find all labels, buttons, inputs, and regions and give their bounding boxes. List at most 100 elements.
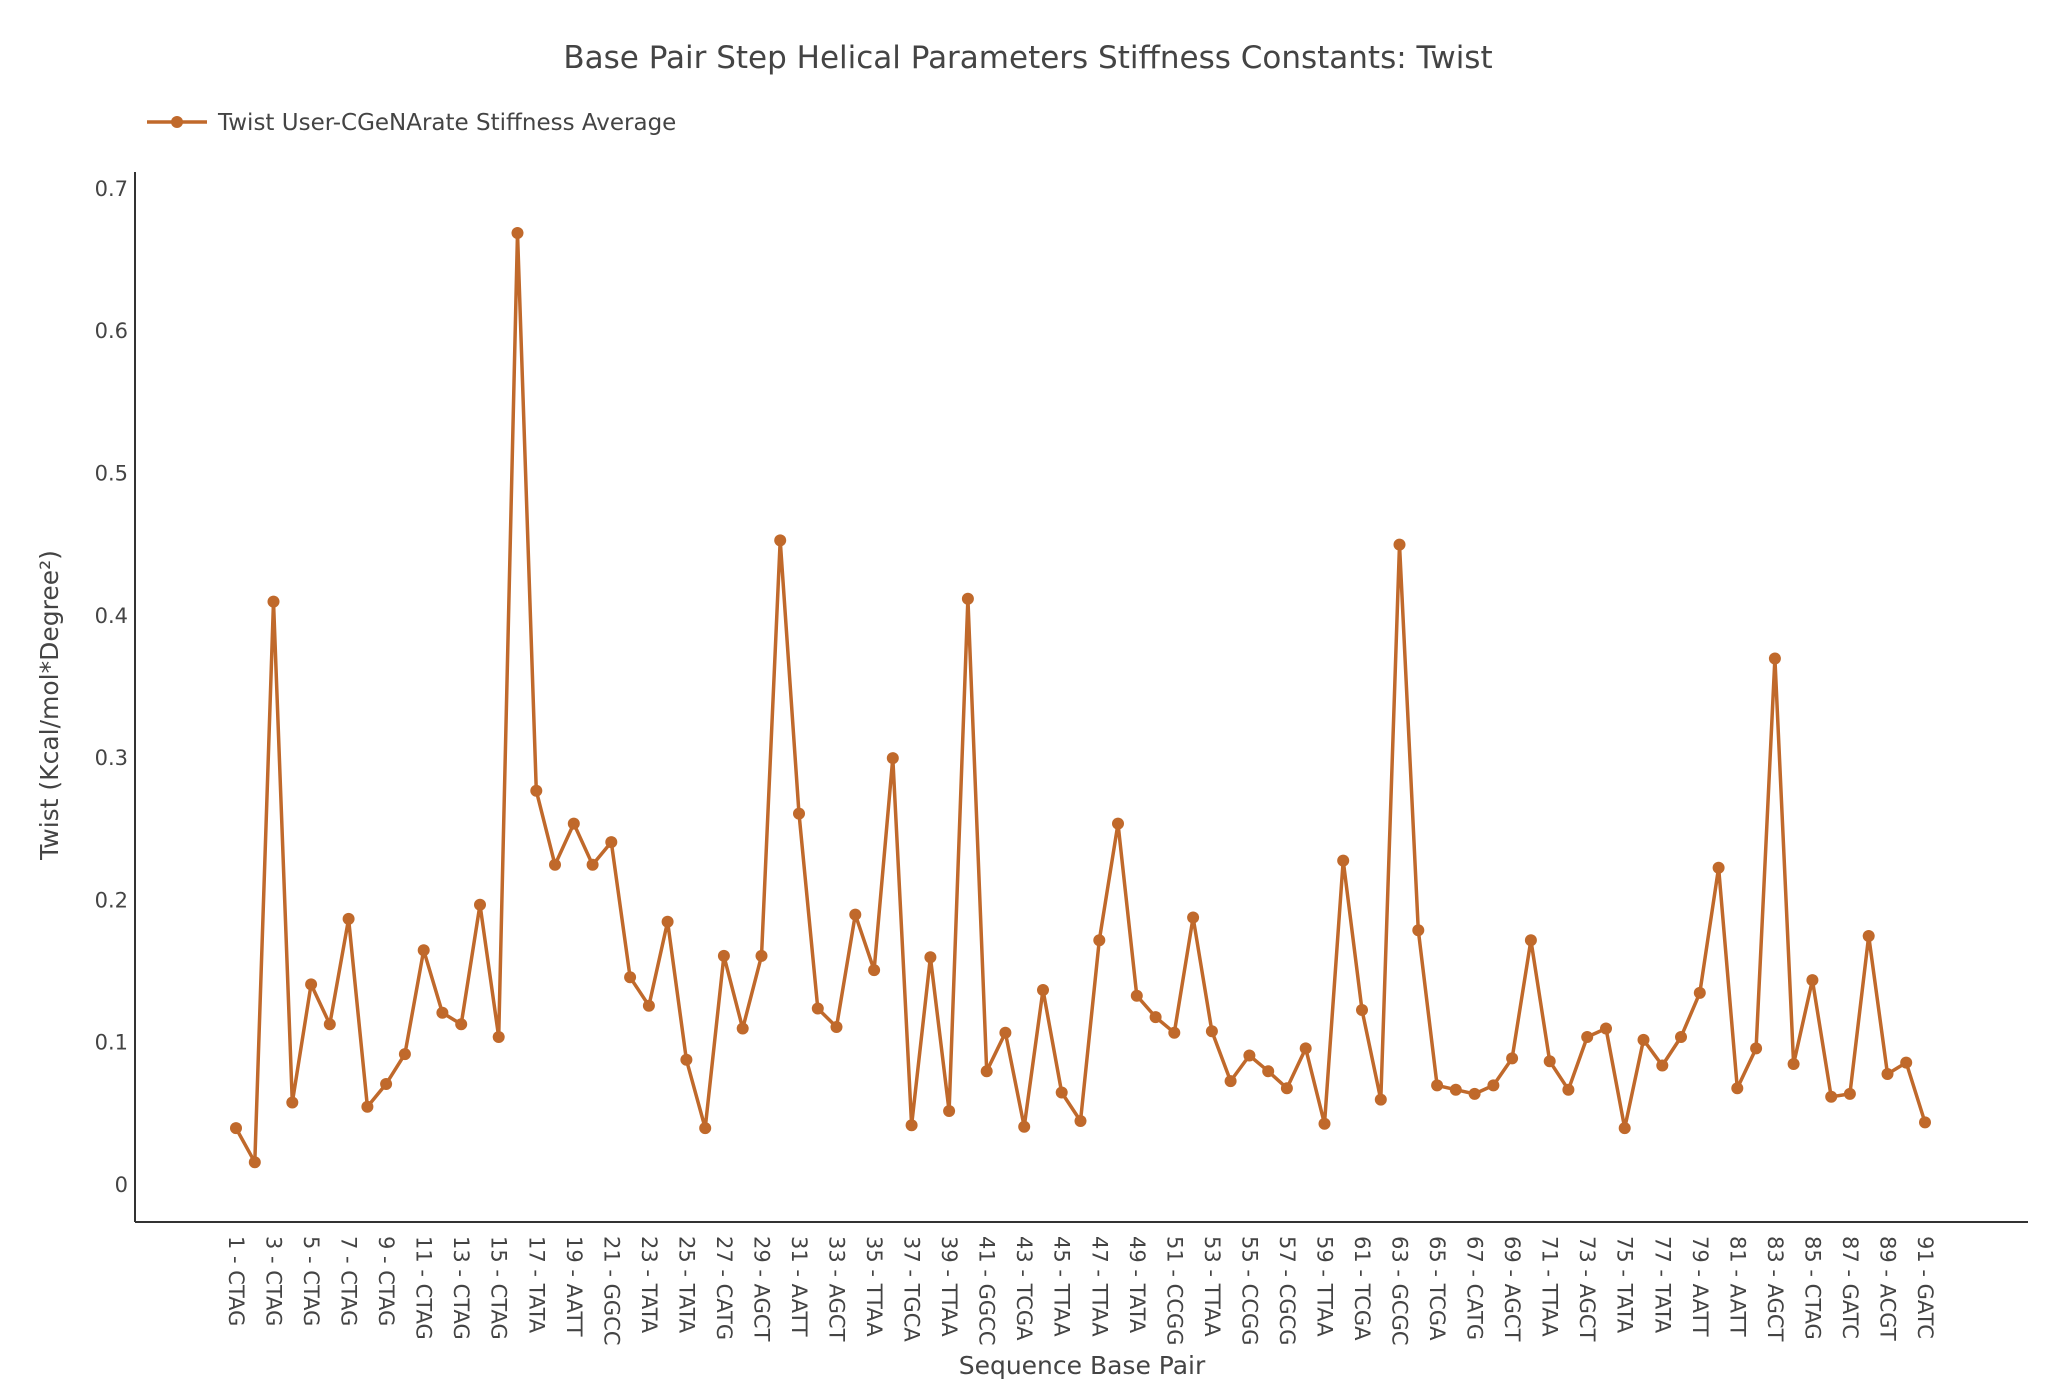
data-point[interactable] <box>1262 1065 1275 1078</box>
data-point[interactable] <box>1168 1026 1181 1039</box>
data-point[interactable] <box>1243 1049 1256 1062</box>
data-point[interactable] <box>455 1018 468 1031</box>
data-point[interactable] <box>1787 1058 1800 1070</box>
data-point[interactable] <box>1187 911 1200 924</box>
data-point[interactable] <box>1149 1011 1162 1024</box>
data-point[interactable] <box>1112 817 1124 830</box>
data-point[interactable] <box>549 858 561 871</box>
data-point[interactable] <box>1618 1122 1631 1135</box>
data-point[interactable] <box>642 999 655 1012</box>
data-point[interactable] <box>1693 986 1706 999</box>
data-point[interactable] <box>1919 1116 1931 1129</box>
x-axis-title: Sequence Base Pair <box>959 1351 1206 1380</box>
data-point[interactable] <box>286 1096 299 1109</box>
data-point[interactable] <box>1712 861 1725 874</box>
data-point[interactable] <box>267 595 280 608</box>
data-point[interactable] <box>661 915 674 928</box>
data-point[interactable] <box>849 908 862 921</box>
data-point[interactable] <box>530 784 543 797</box>
data-point[interactable] <box>1900 1056 1913 1069</box>
y-tick-label: 0.2 <box>95 888 128 912</box>
data-point[interactable] <box>886 752 899 765</box>
data-point[interactable] <box>1487 1079 1500 1092</box>
chart-title: Base Pair Step Helical Parameters Stiffn… <box>563 40 1492 76</box>
data-point[interactable] <box>980 1065 993 1078</box>
data-point[interactable] <box>398 1048 411 1061</box>
data-point[interactable] <box>230 1122 242 1135</box>
data-point[interactable] <box>1581 1031 1594 1043</box>
data-point[interactable] <box>1299 1042 1312 1055</box>
data-point[interactable] <box>1449 1083 1462 1096</box>
data-point[interactable] <box>361 1100 374 1113</box>
data-point[interactable] <box>624 971 637 984</box>
data-point[interactable] <box>586 858 599 871</box>
data-point[interactable] <box>605 836 618 849</box>
data-point[interactable] <box>1862 930 1875 942</box>
data-point[interactable] <box>1074 1115 1087 1127</box>
data-point[interactable] <box>1731 1082 1744 1095</box>
data-point[interactable] <box>380 1078 393 1090</box>
data-point[interactable] <box>699 1122 712 1135</box>
data-point[interactable] <box>1843 1087 1856 1100</box>
y-tick-label: 0 <box>115 1173 128 1197</box>
data-point[interactable] <box>1524 934 1537 947</box>
data-point[interactable] <box>1468 1087 1481 1100</box>
data-point[interactable] <box>1600 1022 1612 1035</box>
data-point[interactable] <box>323 1018 336 1031</box>
data-point[interactable] <box>1093 934 1106 947</box>
data-point[interactable] <box>830 1021 843 1033</box>
data-point[interactable] <box>305 978 318 991</box>
data-point[interactable] <box>1562 1083 1575 1096</box>
data-point[interactable] <box>248 1156 261 1169</box>
data-point[interactable] <box>1768 652 1781 665</box>
data-point[interactable] <box>1750 1042 1763 1055</box>
data-point[interactable] <box>1224 1075 1237 1088</box>
y-tick-label: 0.1 <box>95 1031 128 1055</box>
data-point[interactable] <box>1881 1068 1894 1080</box>
y-tick-labels: 0 0.1 0.2 0.3 0.4 0.5 0.6 0.7 <box>95 177 128 1197</box>
data-point[interactable] <box>1337 854 1350 867</box>
data-point[interactable] <box>1318 1117 1331 1130</box>
data-point[interactable] <box>736 1022 749 1035</box>
data-point[interactable] <box>1431 1079 1444 1092</box>
data-point[interactable] <box>1656 1059 1669 1072</box>
y-tick-label: 0.7 <box>95 177 128 201</box>
data-point[interactable] <box>474 898 486 911</box>
data-point[interactable] <box>905 1119 918 1132</box>
data-point[interactable] <box>868 964 881 977</box>
data-point[interactable] <box>961 592 974 605</box>
data-point[interactable] <box>1205 1025 1218 1038</box>
data-point[interactable] <box>1806 974 1819 987</box>
data-point[interactable] <box>755 949 768 962</box>
data-point[interactable] <box>342 912 355 925</box>
data-point[interactable] <box>680 1053 693 1066</box>
data-point[interactable] <box>1018 1120 1031 1133</box>
data-point[interactable] <box>1825 1090 1838 1103</box>
data-point[interactable] <box>1393 538 1406 551</box>
data-point[interactable] <box>1637 1033 1650 1046</box>
data-point[interactable] <box>1506 1052 1519 1065</box>
data-point[interactable] <box>717 949 730 962</box>
data-point[interactable] <box>943 1105 956 1117</box>
data-point[interactable] <box>924 951 937 964</box>
data-point[interactable] <box>1280 1082 1293 1095</box>
data-point[interactable] <box>1675 1031 1687 1043</box>
x-tick-label: 59 - TTAA <box>1312 1236 1336 1337</box>
data-point[interactable] <box>1130 989 1143 1002</box>
legend[interactable]: Twist User-CGeNArate Stiffness Average <box>147 110 676 136</box>
data-point[interactable] <box>1412 924 1425 937</box>
data-point[interactable] <box>436 1006 449 1019</box>
data-point[interactable] <box>811 1002 824 1015</box>
data-point[interactable] <box>999 1026 1012 1039</box>
data-point[interactable] <box>793 807 805 820</box>
data-point[interactable] <box>567 817 580 830</box>
data-point[interactable] <box>417 944 430 957</box>
data-point[interactable] <box>492 1031 505 1043</box>
data-point[interactable] <box>1055 1086 1068 1099</box>
data-point[interactable] <box>511 227 524 239</box>
data-point[interactable] <box>1543 1055 1556 1068</box>
data-point[interactable] <box>1037 984 1049 996</box>
data-point[interactable] <box>1356 1004 1368 1016</box>
data-point[interactable] <box>774 534 787 547</box>
data-point[interactable] <box>1374 1093 1387 1106</box>
